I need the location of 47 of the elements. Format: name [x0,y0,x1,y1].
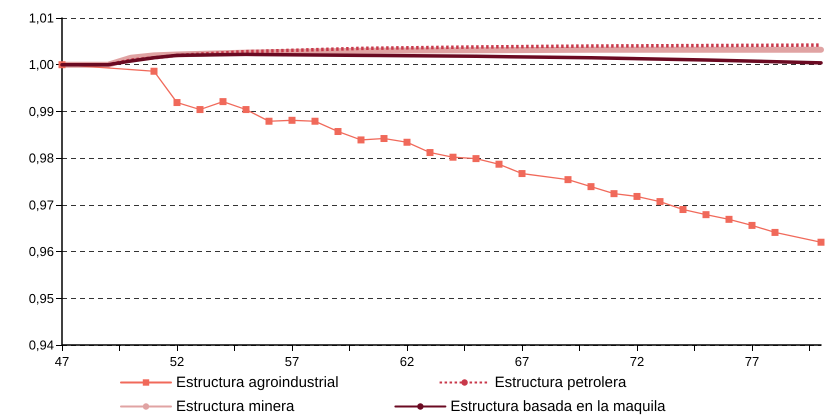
point [358,136,364,144]
point [150,68,158,75]
point [288,116,296,124]
point [726,216,732,223]
point [656,198,664,206]
x-tick-label: 67 [514,354,530,369]
point [518,170,526,178]
y-tick-label: 0,99 [28,104,54,119]
y-tick-label: 1,00 [28,57,54,72]
y-tick-label: 0,96 [28,244,54,260]
legend-label: Estructura petrolera [494,374,627,391]
point [266,118,272,125]
x-tick-label: 77 [744,354,760,369]
point [220,98,226,106]
legend-label: Estructura minera [176,398,296,415]
x-tick-label: 72 [630,354,644,369]
y-tick-label: 1,01 [28,10,54,26]
point [588,183,594,190]
point [472,155,480,162]
y-tick-label: 0,95 [28,290,54,306]
point [334,128,342,136]
point [242,106,250,114]
x-tick-label: 57 [284,354,300,369]
point [450,154,456,161]
point [748,222,756,229]
point [496,160,502,168]
point [702,211,710,218]
point [404,138,410,146]
point [380,135,388,142]
point [772,228,778,236]
point [610,190,618,198]
y-tick-label: 0,98 [28,150,54,166]
x-tick-label: 62 [400,354,414,369]
point [174,99,180,106]
legend-label: Estructura agroindustrial [176,374,339,391]
y-tick-label: 0,97 [28,197,54,212]
point [196,106,204,114]
point [312,118,318,125]
y-tick-label: 0,94 [28,338,54,352]
point [634,192,640,200]
point [818,238,824,246]
point [426,149,434,156]
legend-label: Estructura basada en la maquila [450,398,666,415]
x-tick-label: 47 [54,354,70,369]
x-tick-label: 52 [170,354,184,369]
point [680,206,686,214]
point [564,176,572,184]
